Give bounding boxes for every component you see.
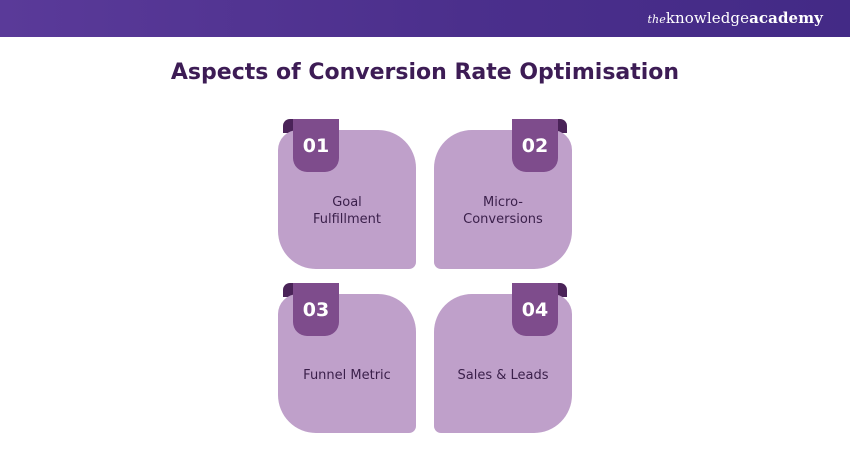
aspect-card-1: 01 Goal Fulfillment [278, 119, 416, 269]
card-number-badge: 04 [512, 283, 558, 336]
aspect-card-3: 03 Funnel Metric [278, 283, 416, 433]
card-number-badge: 01 [293, 119, 339, 172]
card-label-text: Goal Fulfillment [312, 195, 382, 227]
page-title: Aspects of Conversion Rate Optimisation [170, 60, 680, 85]
card-label: Micro-Conversions [434, 171, 572, 251]
brand-the: the [647, 13, 666, 26]
card-label-text: Funnel Metric [303, 367, 391, 383]
brand-suffix: academy [749, 9, 823, 27]
aspect-card-2: 02 Micro-Conversions [434, 119, 572, 269]
card-number-badge: 02 [512, 119, 558, 172]
card-label-text: Sales & Leads [457, 367, 549, 383]
card-number-badge: 03 [293, 283, 339, 336]
aspect-card-4: 04 Sales & Leads [434, 283, 572, 433]
brand-name: knowledge [665, 9, 750, 27]
card-label-text: Micro-Conversions [463, 195, 543, 227]
card-label: Goal Fulfillment [278, 171, 416, 251]
card-label: Funnel Metric [278, 335, 416, 415]
header-bar: theknowledgeacademy [0, 0, 850, 37]
brand-logo: theknowledgeacademy [647, 9, 823, 27]
card-label: Sales & Leads [434, 335, 572, 415]
